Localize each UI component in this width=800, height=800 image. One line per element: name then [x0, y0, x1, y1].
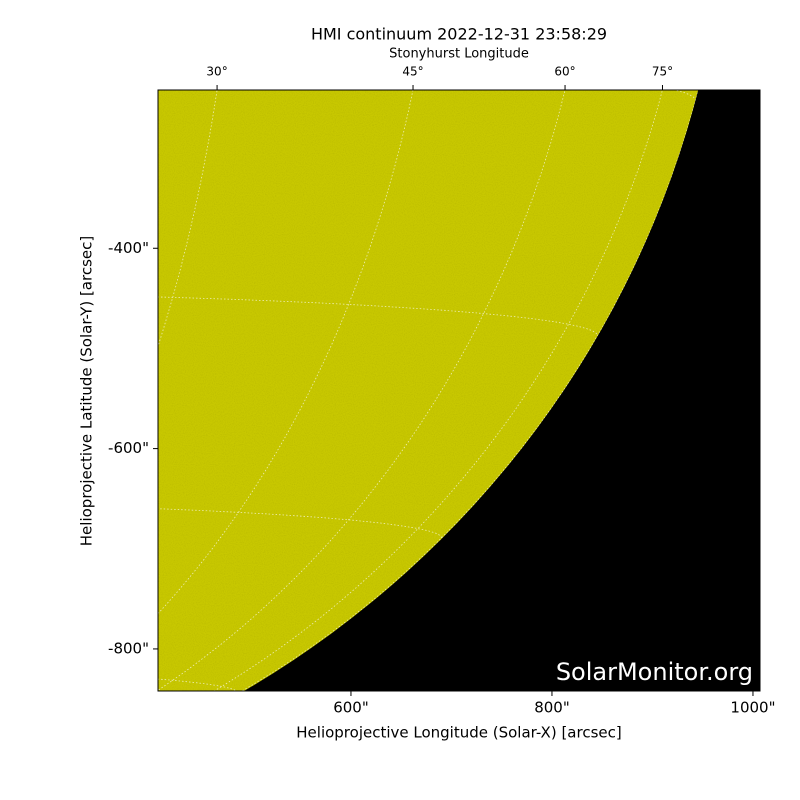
top-tick-label: 60°	[554, 65, 575, 79]
y-tick-label: -800"	[108, 639, 149, 657]
top-tick-label: 30°	[206, 65, 227, 79]
top-tick-label: 45°	[402, 65, 423, 79]
latitude-line	[0, 777, 2, 790]
frame	[157, 89, 761, 692]
latitude-line	[158, 291, 598, 336]
chart-title: HMI continuum 2022-12-31 23:58:29	[311, 25, 607, 44]
top-tick-label: 75°	[652, 65, 673, 79]
longitude-line	[158, 90, 598, 691]
plot-area	[0, 0, 760, 800]
latitude-line	[158, 667, 239, 691]
x-axis-label: Helioprojective Longitude (Solar-X) [arc…	[296, 724, 621, 742]
watermark: SolarMonitor.org	[556, 658, 753, 686]
y-tick-label: -600"	[108, 439, 149, 457]
longitude-line	[0, 0, 2, 800]
x-tick-label: 600"	[333, 699, 369, 717]
x-tick-label: 800"	[534, 699, 570, 717]
top-axis-label: Stonyhurst Longitude	[389, 47, 529, 62]
x-tick-label: 1000"	[730, 699, 775, 717]
y-tick-label: -400"	[108, 239, 149, 257]
y-axis-label: Helioprojective Latitude (Solar-Y) [arcs…	[78, 236, 96, 546]
